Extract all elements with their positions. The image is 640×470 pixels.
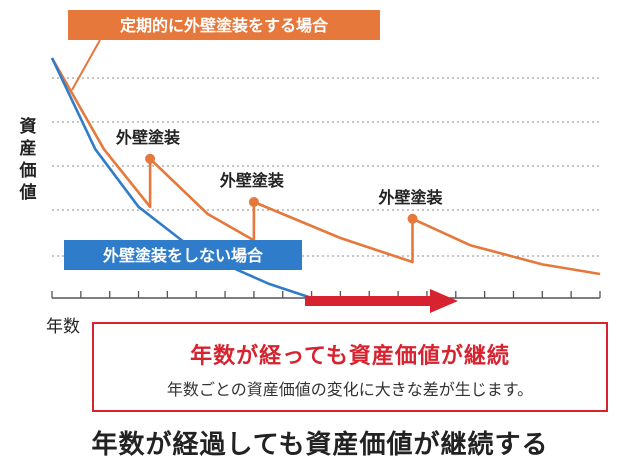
page-title: 年数が経過しても資産価値が継続する — [91, 430, 549, 460]
annotation-dot — [248, 197, 259, 207]
unpainted-label-box — [64, 240, 302, 270]
time-arrow — [305, 289, 458, 313]
painted-label-leader — [71, 39, 101, 91]
annotation-label: 外壁塗装 — [378, 188, 443, 207]
annotation-label: 外壁塗装 — [219, 171, 284, 190]
gridlines — [52, 77, 600, 257]
x-axis-label: 年数 — [46, 317, 80, 337]
unpainted-label-text: 外壁塗装をしない場合 — [102, 246, 264, 265]
painted-label-box — [68, 10, 380, 40]
caption-box: 年数が経っても資産価値が継続 年数ごとの資産価値の変化に大きな差が生じます。 — [92, 322, 608, 412]
annotation-dot — [145, 153, 156, 164]
y-label-char: 資 — [20, 117, 37, 137]
arrow-shaft — [305, 296, 433, 306]
y-label-char: 価 — [19, 160, 37, 181]
annotation-dot — [407, 213, 418, 224]
caption-heading: 年数が経っても資産価値が継続 — [190, 344, 510, 369]
painted-label-text: 定期的に外壁塗装をする場合 — [119, 16, 329, 35]
y-axis-label: 資産価値 — [19, 117, 37, 203]
annotation-label: 外壁塗装 — [115, 128, 180, 147]
arrow-head — [430, 289, 458, 313]
caption-subtext: 年数ごとの資産価値の変化に大きな差が生じます。 — [166, 380, 534, 399]
y-label-char: 値 — [19, 182, 37, 203]
svg-text:資産価値: 資産価値 — [19, 117, 37, 203]
y-label-char: 産 — [20, 138, 37, 159]
